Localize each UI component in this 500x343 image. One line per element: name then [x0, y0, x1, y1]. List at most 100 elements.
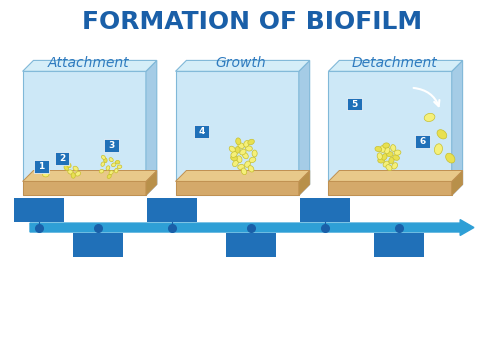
Polygon shape: [22, 170, 157, 181]
Polygon shape: [176, 60, 310, 71]
Text: 3: 3: [108, 141, 114, 150]
Ellipse shape: [248, 166, 254, 172]
Ellipse shape: [375, 146, 382, 152]
Text: 4.Maturation: 4.Maturation: [218, 240, 284, 250]
Ellipse shape: [114, 168, 118, 173]
Ellipse shape: [394, 150, 401, 155]
FancyBboxPatch shape: [347, 98, 362, 110]
Polygon shape: [146, 60, 157, 195]
FancyBboxPatch shape: [73, 234, 123, 257]
Text: 2.Irreversible
attachment: 2.Irreversible attachment: [64, 235, 132, 256]
Ellipse shape: [66, 163, 71, 168]
Text: 1.Initial
attachment: 1.Initial attachment: [8, 199, 69, 221]
FancyBboxPatch shape: [226, 234, 276, 257]
Ellipse shape: [248, 139, 254, 145]
Text: 1: 1: [38, 162, 44, 171]
Ellipse shape: [107, 174, 112, 178]
Polygon shape: [299, 60, 310, 195]
FancyBboxPatch shape: [147, 198, 197, 222]
Polygon shape: [328, 60, 462, 71]
Ellipse shape: [382, 154, 387, 160]
Ellipse shape: [116, 161, 120, 164]
Ellipse shape: [249, 157, 256, 163]
Text: Detachment: Detachment: [351, 56, 437, 70]
Text: 5.Dispersion: 5.Dispersion: [292, 205, 358, 215]
Ellipse shape: [246, 146, 252, 151]
Ellipse shape: [238, 143, 244, 149]
Ellipse shape: [236, 156, 242, 163]
Ellipse shape: [236, 138, 241, 145]
Ellipse shape: [71, 173, 76, 178]
FancyBboxPatch shape: [300, 198, 350, 222]
Text: 2: 2: [59, 154, 65, 163]
Polygon shape: [452, 170, 462, 195]
Ellipse shape: [434, 144, 442, 155]
Polygon shape: [452, 60, 462, 195]
Ellipse shape: [242, 168, 246, 175]
Ellipse shape: [229, 146, 235, 152]
Polygon shape: [22, 181, 146, 195]
Ellipse shape: [109, 170, 113, 175]
Text: FORMATION OF BIOFILM: FORMATION OF BIOFILM: [82, 10, 422, 34]
Ellipse shape: [377, 153, 382, 159]
Ellipse shape: [104, 158, 107, 163]
Ellipse shape: [238, 164, 244, 170]
Polygon shape: [328, 71, 452, 195]
FancyArrow shape: [30, 220, 474, 236]
Ellipse shape: [383, 161, 389, 167]
Ellipse shape: [252, 150, 257, 157]
Ellipse shape: [393, 155, 400, 160]
Ellipse shape: [437, 130, 447, 139]
Polygon shape: [176, 170, 310, 181]
Ellipse shape: [117, 165, 122, 168]
Ellipse shape: [383, 143, 390, 148]
Text: 4: 4: [198, 127, 205, 136]
FancyBboxPatch shape: [104, 139, 119, 152]
Ellipse shape: [389, 157, 394, 164]
Text: 3.Development: 3.Development: [132, 205, 212, 215]
Ellipse shape: [109, 158, 113, 162]
Ellipse shape: [235, 146, 240, 153]
FancyBboxPatch shape: [374, 234, 424, 257]
Ellipse shape: [242, 153, 248, 159]
Ellipse shape: [390, 145, 396, 151]
Ellipse shape: [42, 172, 49, 177]
Ellipse shape: [106, 166, 110, 170]
Ellipse shape: [384, 147, 390, 154]
Ellipse shape: [386, 152, 393, 157]
Ellipse shape: [244, 161, 250, 167]
Text: 5: 5: [352, 99, 358, 108]
Polygon shape: [22, 60, 157, 71]
Polygon shape: [176, 181, 299, 195]
Ellipse shape: [244, 141, 249, 147]
Ellipse shape: [378, 158, 384, 163]
Polygon shape: [176, 71, 299, 195]
Ellipse shape: [73, 166, 78, 171]
Ellipse shape: [232, 160, 238, 167]
Ellipse shape: [424, 114, 435, 121]
FancyBboxPatch shape: [415, 135, 430, 148]
Ellipse shape: [386, 165, 392, 170]
FancyBboxPatch shape: [14, 198, 64, 222]
Ellipse shape: [392, 163, 398, 169]
Polygon shape: [22, 71, 146, 195]
Ellipse shape: [101, 162, 104, 166]
Text: 6: 6: [419, 137, 426, 146]
Polygon shape: [299, 170, 310, 195]
FancyBboxPatch shape: [34, 160, 49, 173]
Text: Attachment: Attachment: [48, 56, 129, 70]
Ellipse shape: [380, 146, 385, 153]
Ellipse shape: [231, 152, 237, 157]
FancyBboxPatch shape: [194, 126, 209, 138]
Text: Growth: Growth: [216, 56, 266, 70]
Ellipse shape: [100, 169, 104, 173]
Ellipse shape: [230, 155, 237, 161]
Ellipse shape: [64, 165, 68, 170]
Ellipse shape: [68, 170, 73, 174]
Ellipse shape: [102, 155, 105, 159]
Polygon shape: [328, 170, 462, 181]
Ellipse shape: [446, 153, 455, 163]
Polygon shape: [328, 181, 452, 195]
Ellipse shape: [76, 172, 80, 176]
Text: 6.Attachment: 6.Attachment: [364, 240, 434, 250]
